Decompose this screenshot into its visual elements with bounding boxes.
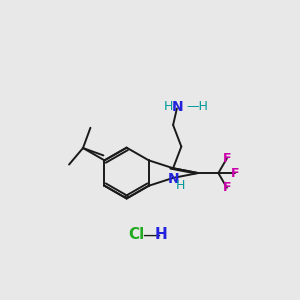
Text: —: —	[142, 226, 160, 244]
Text: N: N	[168, 172, 180, 187]
Text: H: H	[176, 179, 185, 192]
Text: F: F	[223, 152, 231, 165]
Text: F: F	[231, 167, 240, 180]
Text: N: N	[172, 100, 184, 114]
Text: F: F	[223, 181, 231, 194]
Text: H: H	[155, 227, 168, 242]
Text: Cl: Cl	[129, 227, 145, 242]
Text: —H: —H	[186, 100, 208, 113]
Text: H: H	[164, 100, 173, 113]
